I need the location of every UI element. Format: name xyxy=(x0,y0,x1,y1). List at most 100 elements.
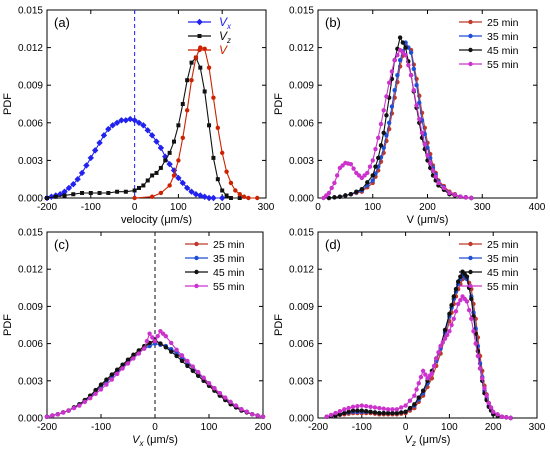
data-point xyxy=(150,335,155,340)
data-point xyxy=(377,410,382,416)
data-point xyxy=(471,329,476,334)
series-3 xyxy=(44,329,266,419)
panel-label: (a) xyxy=(54,15,70,30)
data-point xyxy=(386,120,392,126)
x-tick-label: -100 xyxy=(352,422,372,433)
data-point xyxy=(82,399,88,405)
data-point xyxy=(480,376,485,381)
data-point xyxy=(431,363,437,369)
data-point xyxy=(180,135,185,141)
data-point xyxy=(473,341,478,346)
data-point xyxy=(332,195,337,200)
x-axis-label-unit: (μm/s) xyxy=(416,434,450,446)
data-point xyxy=(135,119,143,126)
data-point xyxy=(384,113,389,118)
data-point xyxy=(171,173,177,178)
data-point xyxy=(407,405,413,411)
x-axis-label-subscript: z xyxy=(411,439,416,448)
data-point xyxy=(417,116,422,122)
data-point xyxy=(131,117,138,124)
x-tick-label: 200 xyxy=(419,202,436,213)
data-point xyxy=(97,190,102,195)
data-point xyxy=(466,307,472,313)
data-point xyxy=(246,195,251,201)
data-point xyxy=(109,122,116,129)
data-point xyxy=(390,410,395,416)
data-point xyxy=(504,415,509,420)
panel-label: (c) xyxy=(54,237,69,252)
y-tick-label: 0.012 xyxy=(18,265,43,276)
data-point xyxy=(96,139,103,147)
data-point xyxy=(83,162,90,169)
data-point xyxy=(355,408,360,413)
data-point xyxy=(449,322,454,328)
data-point xyxy=(233,188,238,193)
data-point xyxy=(157,144,165,152)
y-axis-label: PDF xyxy=(2,93,14,115)
data-point xyxy=(348,161,354,167)
x-tick-label: -200 xyxy=(37,422,57,433)
y-tick-label: 0.003 xyxy=(289,376,314,387)
data-point xyxy=(359,408,364,413)
legend-label: 55 min xyxy=(213,281,245,293)
x-tick-label: 0 xyxy=(132,202,138,213)
data-point xyxy=(71,192,76,197)
data-point xyxy=(469,296,474,302)
data-point xyxy=(250,412,255,417)
legend-label: 55 min xyxy=(487,59,519,71)
data-point xyxy=(453,286,459,292)
legend-marker xyxy=(197,47,202,53)
y-tick-label: 0.003 xyxy=(289,156,314,167)
data-point xyxy=(324,414,329,419)
data-point xyxy=(385,410,391,416)
data-point xyxy=(228,399,233,405)
data-point xyxy=(189,77,194,83)
data-point xyxy=(342,410,347,416)
panel-label: (d) xyxy=(325,237,341,252)
data-point xyxy=(414,387,419,392)
panel-b: 0.000 0.003 0.006 0.009 0.012 0.015 0 100 200 300… xyxy=(273,6,546,227)
data-point xyxy=(55,412,60,417)
legend-label: Vz xyxy=(219,29,231,45)
data-point xyxy=(418,374,424,380)
y-axis-label: PDF xyxy=(2,314,14,336)
data-point xyxy=(408,50,414,55)
y-tick-label: 0.000 xyxy=(289,194,314,205)
x-tick-label: 0 xyxy=(315,202,321,213)
data-point xyxy=(175,174,182,182)
data-point xyxy=(469,195,474,201)
data-point xyxy=(363,404,369,409)
x-tick-label: 200 xyxy=(214,202,231,213)
data-point xyxy=(436,180,441,186)
data-point xyxy=(367,164,373,169)
data-point xyxy=(147,343,152,349)
x-tick-label: 400 xyxy=(529,202,546,213)
data-point xyxy=(62,193,67,198)
data-point xyxy=(359,403,364,408)
y-tick-label: 0.000 xyxy=(18,194,43,205)
data-point xyxy=(447,190,452,196)
legend-marker xyxy=(468,255,473,261)
data-point xyxy=(359,187,364,192)
data-point xyxy=(395,72,400,78)
panel-c: 0.000 0.003 0.006 0.009 0.012 0.015 -200 -100 0 1… xyxy=(2,228,272,449)
legend-label: 35 min xyxy=(487,253,519,265)
legend-label-symbol: V xyxy=(219,29,228,43)
series-0 xyxy=(326,42,474,201)
x-tick-label: 0 xyxy=(403,422,409,433)
data-point xyxy=(434,356,439,361)
data-point xyxy=(122,117,130,124)
data-point xyxy=(495,412,500,417)
data-point xyxy=(174,353,179,359)
data-point xyxy=(378,143,384,148)
y-tick-label: 0.015 xyxy=(289,6,314,17)
legend-marker xyxy=(194,283,199,289)
data-point xyxy=(93,391,98,397)
data-point xyxy=(206,381,212,386)
data-point xyxy=(447,329,452,334)
y-tick-label: 0.009 xyxy=(289,302,314,313)
data-point xyxy=(397,57,403,63)
data-point xyxy=(125,361,131,366)
x-tick-label: 300 xyxy=(474,202,491,213)
